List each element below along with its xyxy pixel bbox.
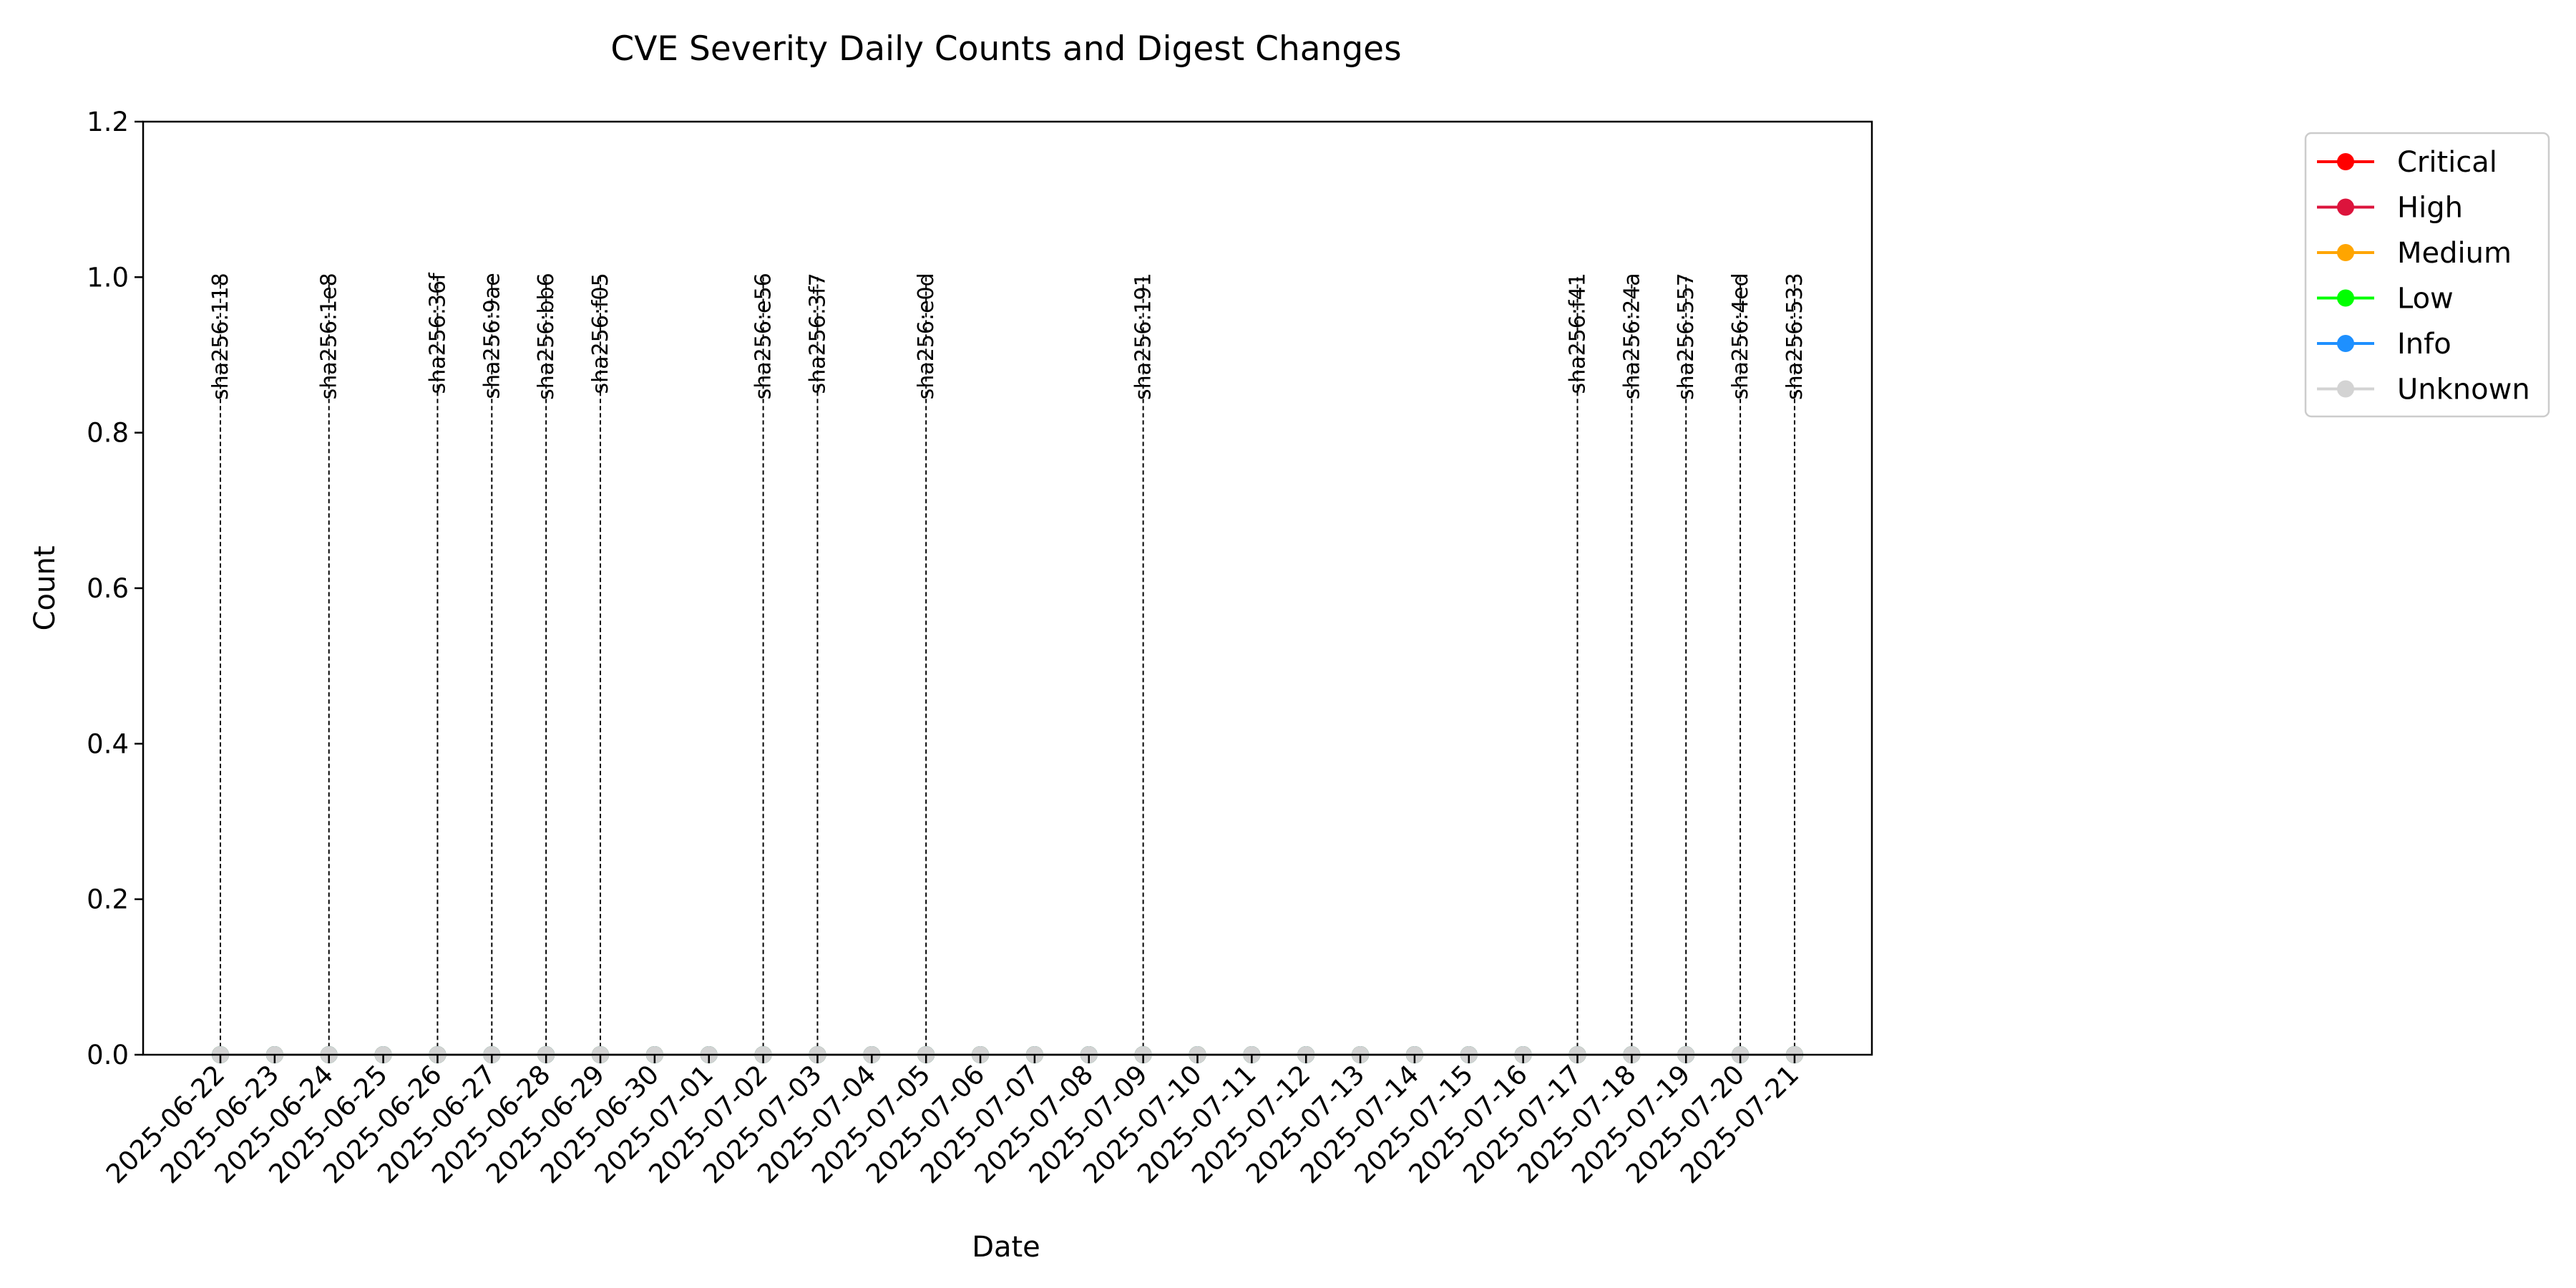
digest-label: sha256:3f7 [805,273,830,394]
digest-change-markers: sha256:118 sha256:1e8 sha256:36f sha256:9ae… [208,272,1807,1055]
legend-label: Unknown [2397,374,2530,406]
digest-label: sha256:191 [1131,273,1156,400]
legend-swatch-marker [2337,198,2354,216]
digest-label: sha256:bb6 [534,273,559,400]
chart-title: CVE Severity Daily Counts and Digest Cha… [610,29,1401,69]
plot-area [143,122,1872,1055]
legend-swatch-marker [2337,335,2354,352]
digest-label: sha256:1e8 [317,273,342,399]
legend-entry-critical: Critical [2317,146,2497,179]
digest-label: sha256:36f [425,272,450,394]
y-tick-label: 0.8 [87,418,129,449]
legend-swatch-marker [2337,153,2354,170]
digest-label: sha256:557 [1674,273,1699,400]
digest-label: sha256:4ed [1728,273,1753,399]
digest-label: sha256:533 [1782,273,1807,400]
axes: 0.00.20.40.60.81.01.22025-06-222025-06-2… [87,107,1873,1189]
digest-label: sha256:24a [1619,273,1644,399]
y-tick-label: 1.2 [87,107,129,137]
legend-label: Medium [2397,237,2512,270]
digest-label: sha256:e56 [751,273,776,399]
legend-swatch-marker [2337,289,2354,307]
legend-label: Low [2397,283,2454,316]
y-tick-label: 1.0 [87,262,129,293]
plot-background [143,122,1872,1055]
y-tick-label: 0.4 [87,728,129,759]
digest-label: sha256:f05 [588,273,613,394]
legend-label: Critical [2397,146,2497,179]
digest-label: sha256:e0d [914,273,939,399]
digest-label: sha256:9ae [479,273,504,399]
legend-swatch-marker [2337,244,2354,261]
legend-box [2304,132,2550,418]
y-tick-label: 0.2 [87,884,129,915]
x-axis-title: Date [972,1231,1040,1264]
y-tick-label: 0.0 [87,1040,129,1070]
legend-entry-info: Info [2317,328,2451,361]
legend-entry-high: High [2317,192,2463,225]
y-tick-label: 0.6 [87,573,129,604]
legend-swatch-marker [2337,380,2354,398]
legend-label: Info [2397,328,2451,361]
legend-label: High [2397,192,2463,225]
digest-label: sha256:118 [208,273,233,400]
legend-entry-medium: Medium [2317,237,2512,270]
digest-label: sha256:f41 [1566,273,1591,394]
legend: Critical High Medium Low Info Unknown [2304,132,2550,418]
legend-entry-unknown: Unknown [2317,374,2530,406]
legend-entry-low: Low [2317,283,2454,316]
y-axis-title: Count [29,546,62,631]
